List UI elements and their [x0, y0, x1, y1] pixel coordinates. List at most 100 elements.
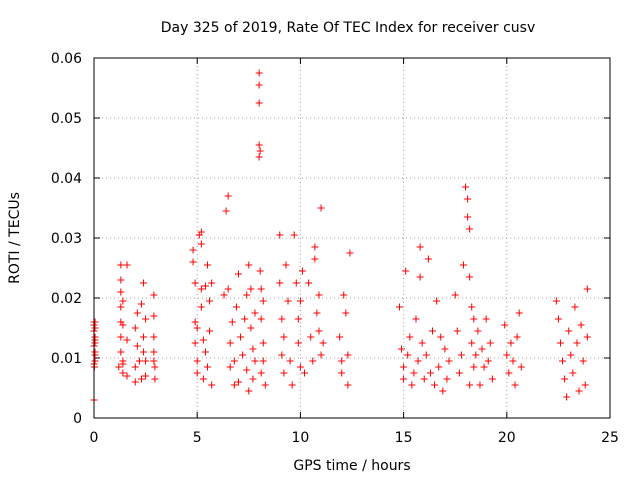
data-point [137, 300, 145, 308]
data-point [336, 333, 344, 341]
data-point [191, 318, 199, 326]
data-point [232, 303, 240, 311]
data-point [140, 333, 148, 341]
data-point [294, 315, 302, 323]
data-point [426, 369, 434, 377]
data-point [234, 378, 242, 386]
y-tick-label: 0.04 [51, 171, 82, 187]
data-point [280, 369, 288, 377]
plot-frame [93, 57, 611, 419]
data-point [513, 333, 521, 341]
data-point [142, 357, 150, 365]
data-point [247, 324, 255, 332]
data-point [457, 351, 465, 359]
data-point [91, 339, 99, 347]
y-tick-label: 0.06 [51, 51, 82, 67]
data-point [208, 381, 216, 389]
data-point [259, 339, 267, 347]
data-point [131, 324, 139, 332]
data-point [257, 315, 265, 323]
data-point [140, 279, 148, 287]
data-point [581, 381, 589, 389]
data-point [556, 339, 564, 347]
data-point [563, 393, 571, 401]
data-point [501, 321, 509, 329]
data-point [486, 339, 494, 347]
data-point [220, 291, 228, 299]
data-point [453, 327, 461, 335]
data-point [286, 357, 294, 365]
data-point [464, 213, 472, 221]
data-point [280, 333, 288, 341]
data-point [241, 315, 249, 323]
data-point [245, 261, 253, 269]
data-point [402, 267, 410, 275]
data-point [470, 315, 478, 323]
data-point [91, 324, 99, 332]
y-tick-label: 0.03 [51, 231, 82, 247]
x-axis-label: GPS time / hours [293, 458, 410, 474]
data-point [245, 387, 253, 395]
data-point [317, 204, 325, 212]
data-point [309, 357, 317, 365]
data-point [315, 291, 323, 299]
data-point [503, 351, 511, 359]
data-point [239, 351, 247, 359]
data-point [226, 363, 234, 371]
data-point [206, 327, 214, 335]
data-point [257, 285, 265, 293]
data-point [400, 363, 408, 371]
data-point [468, 339, 476, 347]
data-point [123, 261, 131, 269]
data-point [119, 321, 127, 329]
data-point [462, 183, 470, 191]
data-point [305, 279, 313, 287]
data-point [142, 315, 150, 323]
data-point [193, 369, 201, 377]
data-point [224, 192, 232, 200]
data-point [466, 225, 474, 233]
data-point [464, 195, 472, 203]
data-point [249, 345, 257, 353]
data-point [135, 357, 143, 365]
data-point [123, 372, 131, 380]
data-point [199, 375, 207, 383]
data-point [255, 99, 263, 107]
data-point [583, 333, 591, 341]
data-point [150, 291, 158, 299]
y-tick-labels: 0 0.01 0.02 0.03 0.04 0.05 0.06 [51, 51, 82, 427]
data-point [255, 81, 263, 89]
data-point [208, 279, 216, 287]
data-point [91, 318, 99, 326]
data-point [193, 324, 201, 332]
data-point [561, 375, 569, 383]
data-point [480, 363, 488, 371]
data-point [301, 369, 309, 377]
data-point [119, 297, 127, 305]
y-axis-label: ROTI / TECUs [7, 192, 23, 284]
data-point [288, 381, 296, 389]
data-point [414, 357, 422, 365]
data-point [298, 267, 306, 275]
data-point [478, 345, 486, 353]
data-point [395, 303, 403, 311]
data-point [197, 285, 205, 293]
data-point [197, 228, 205, 236]
data-point [296, 297, 304, 305]
data-point [559, 357, 567, 365]
data-point [474, 327, 482, 335]
data-point [257, 369, 265, 377]
data-point [311, 255, 319, 263]
data-point [278, 351, 286, 359]
data-point [123, 336, 131, 344]
data-point [230, 357, 238, 365]
data-point [443, 375, 451, 383]
data-point [346, 249, 354, 257]
data-point [117, 333, 125, 341]
data-point [296, 363, 304, 371]
data-point [509, 357, 517, 365]
data-point [317, 351, 325, 359]
data-point [445, 357, 453, 365]
data-point [406, 333, 414, 341]
data-point [554, 315, 562, 323]
